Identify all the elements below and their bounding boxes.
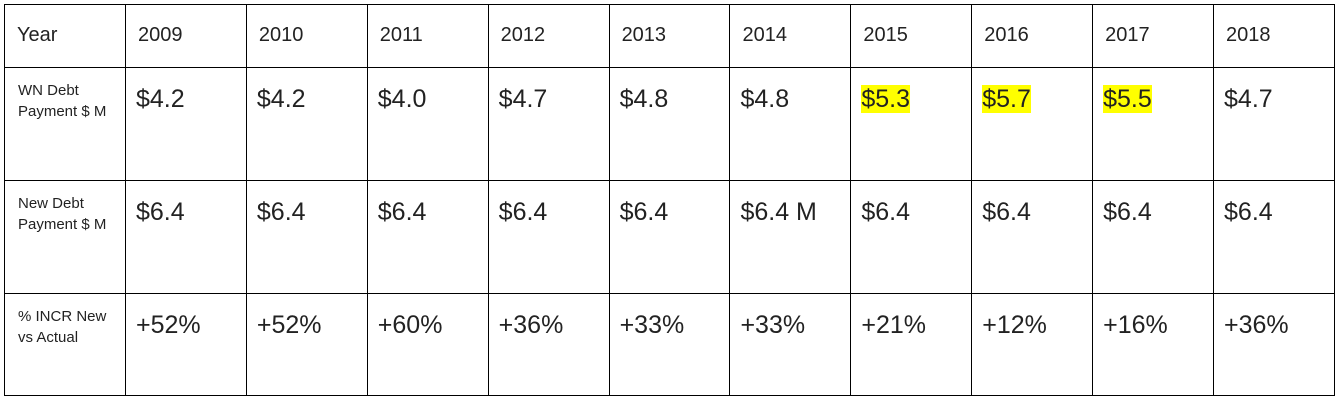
row-label-cell: WN Debt Payment $ M bbox=[4, 67, 126, 181]
value-cell: +36% bbox=[1213, 293, 1335, 396]
year-label: 2017 bbox=[1105, 24, 1150, 46]
value-cell: $5.3 bbox=[850, 67, 973, 181]
year-cell: 2013 bbox=[608, 4, 731, 68]
table-header-row: Year 2009 2010 2011 2012 2013 2014 2015 … bbox=[4, 4, 1335, 68]
value: $6.4 bbox=[256, 198, 306, 226]
value: $6.4 bbox=[1103, 198, 1152, 226]
header-label: Year bbox=[17, 24, 58, 46]
value: $6.4 bbox=[619, 198, 669, 226]
value-cell: +33% bbox=[729, 293, 852, 396]
value: $4.0 bbox=[377, 85, 427, 113]
year-cell: 2011 bbox=[366, 4, 489, 68]
value: +60% bbox=[377, 311, 443, 339]
debt-payment-table: Year 2009 2010 2011 2012 2013 2014 2015 … bbox=[4, 4, 1335, 396]
row-label: % INCR New vs Actual bbox=[18, 308, 107, 346]
value: +16% bbox=[1103, 311, 1168, 339]
highlighted-value: $5.3 bbox=[861, 85, 911, 113]
value-cell: $6.4 bbox=[850, 180, 973, 294]
value-cell: $6.4 bbox=[366, 180, 489, 294]
value-cell: +36% bbox=[487, 293, 610, 396]
year-label: 2018 bbox=[1226, 24, 1271, 46]
value-cell: +33% bbox=[608, 293, 731, 396]
row-label: New Debt Payment $ M bbox=[18, 195, 107, 233]
value: +52% bbox=[256, 311, 322, 339]
value-cell: $4.8 bbox=[729, 67, 852, 181]
value-cell: +21% bbox=[850, 293, 973, 396]
value: +36% bbox=[498, 311, 564, 339]
value-cell: $4.8 bbox=[608, 67, 731, 181]
value: $4.2 bbox=[136, 85, 185, 113]
year-label: 2016 bbox=[984, 24, 1029, 46]
value-cell: $4.7 bbox=[487, 67, 610, 181]
row-label-cell: New Debt Payment $ M bbox=[4, 180, 126, 294]
value: +33% bbox=[740, 311, 806, 339]
value-cell: $6.4 bbox=[487, 180, 610, 294]
value: $6.4 bbox=[982, 198, 1031, 226]
year-label: 2010 bbox=[258, 24, 304, 46]
value-cell: $5.7 bbox=[971, 67, 1094, 181]
row-label-cell: % INCR New vs Actual bbox=[4, 293, 126, 396]
value-cell: +52% bbox=[125, 293, 247, 396]
value: $6.4 bbox=[1224, 198, 1273, 226]
value: +52% bbox=[136, 311, 201, 339]
year-cell: 2014 bbox=[729, 4, 852, 68]
value-cell: $6.4 M bbox=[729, 180, 852, 294]
value-cell: $4.0 bbox=[366, 67, 489, 181]
header-label-cell: Year bbox=[4, 4, 126, 68]
value-cell: $6.4 bbox=[608, 180, 731, 294]
value: $4.7 bbox=[498, 85, 548, 113]
value: $6.4 bbox=[861, 198, 911, 226]
value-cell: $6.4 bbox=[1213, 180, 1335, 294]
value-cell: $6.4 bbox=[245, 180, 368, 294]
value-cell: +60% bbox=[366, 293, 489, 396]
year-cell: 2016 bbox=[971, 4, 1094, 68]
value: $4.7 bbox=[1224, 85, 1273, 113]
table-row-new-debt-payment: New Debt Payment $ M $6.4 $6.4 $6.4 $6.4… bbox=[4, 180, 1335, 294]
value-cell: $6.4 bbox=[971, 180, 1094, 294]
year-label: 2011 bbox=[379, 24, 423, 46]
row-label: WN Debt Payment $ M bbox=[18, 82, 107, 120]
year-label: 2014 bbox=[742, 24, 787, 46]
table-row-wn-debt-payment: WN Debt Payment $ M $4.2 $4.2 $4.0 $4.7 … bbox=[4, 67, 1335, 181]
highlighted-value: $5.7 bbox=[982, 85, 1031, 113]
value: +36% bbox=[1224, 311, 1289, 339]
value: $6.4 M bbox=[740, 198, 817, 226]
year-label: 2013 bbox=[621, 24, 667, 46]
value: $6.4 bbox=[136, 198, 185, 226]
value-cell: $4.7 bbox=[1213, 67, 1335, 181]
value: $6.4 bbox=[377, 198, 427, 226]
value-cell: +52% bbox=[245, 293, 368, 396]
table-row-percent-increase: % INCR New vs Actual +52% +52% +60% +36%… bbox=[4, 293, 1335, 396]
year-cell: 2015 bbox=[850, 4, 973, 68]
value-cell: $4.2 bbox=[245, 67, 368, 181]
year-label: 2015 bbox=[863, 24, 908, 46]
year-cell: 2009 bbox=[125, 4, 247, 68]
year-label: 2009 bbox=[138, 24, 183, 46]
value: $4.8 bbox=[740, 85, 790, 113]
value-cell: $6.4 bbox=[125, 180, 247, 294]
highlighted-value: $5.5 bbox=[1103, 85, 1152, 113]
value: $6.4 bbox=[498, 198, 548, 226]
year-cell: 2018 bbox=[1213, 4, 1335, 68]
value-cell: $4.2 bbox=[125, 67, 247, 181]
value: +33% bbox=[619, 311, 685, 339]
year-cell: 2017 bbox=[1092, 4, 1215, 68]
value-cell: +16% bbox=[1092, 293, 1215, 396]
value-cell: $6.4 bbox=[1092, 180, 1215, 294]
value-cell: $5.5 bbox=[1092, 67, 1215, 181]
value: $4.2 bbox=[256, 85, 306, 113]
year-cell: 2010 bbox=[245, 4, 368, 68]
debt-payment-table-container: Year 2009 2010 2011 2012 2013 2014 2015 … bbox=[4, 4, 1335, 396]
value: $4.8 bbox=[619, 85, 669, 113]
value: +21% bbox=[861, 311, 926, 339]
value-cell: +12% bbox=[971, 293, 1094, 396]
year-label: 2012 bbox=[500, 24, 546, 46]
year-cell: 2012 bbox=[487, 4, 610, 68]
value: +12% bbox=[982, 311, 1047, 339]
